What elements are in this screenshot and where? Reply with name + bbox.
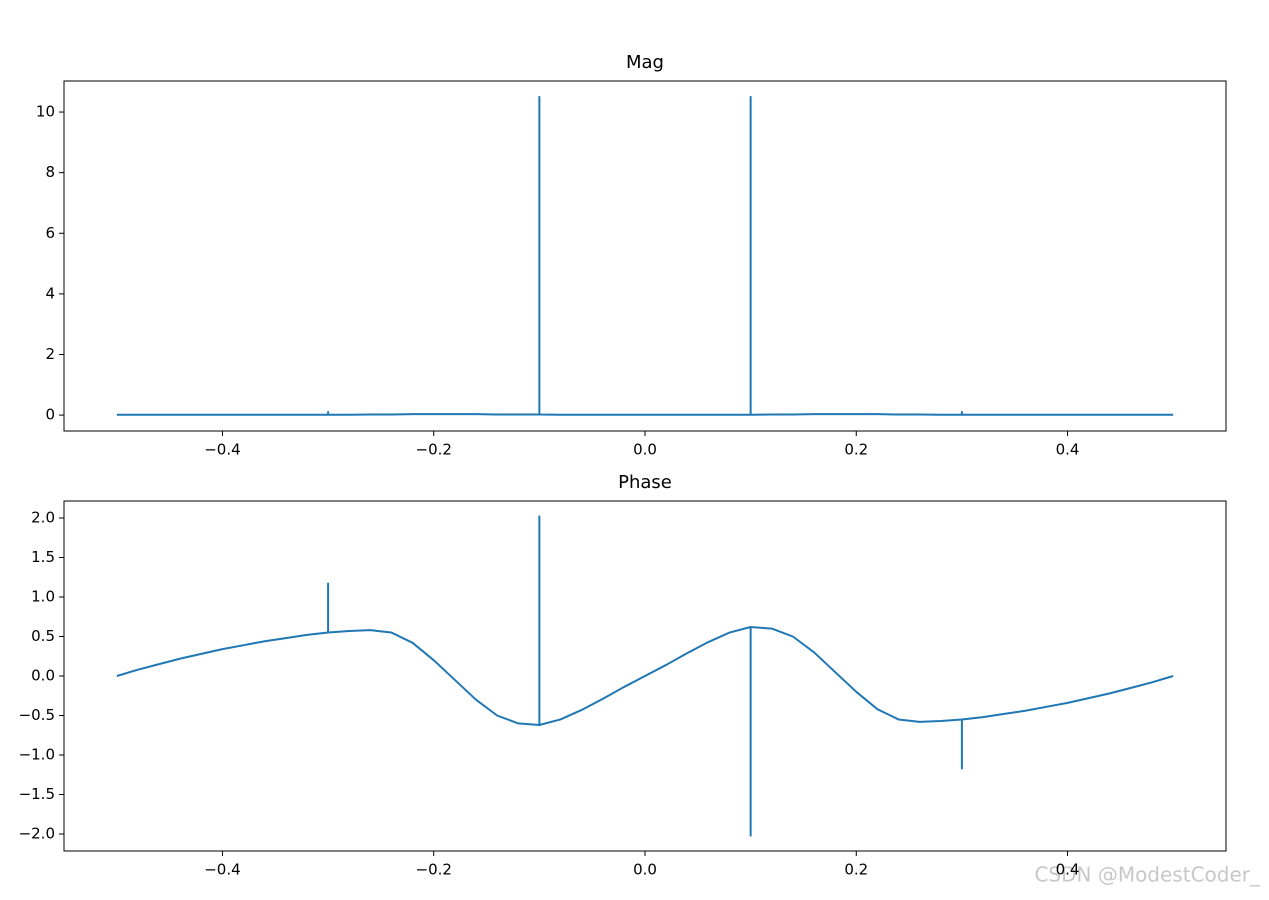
subplot-title: Phase (618, 472, 672, 493)
x-tick-label: 0.2 (844, 861, 868, 879)
y-tick-label: −2.0 (19, 825, 55, 843)
data-line (116, 95, 1174, 416)
y-tick-label: 8 (45, 163, 55, 181)
y-tick-label: 2 (45, 345, 55, 363)
subplot-title: Mag (626, 52, 664, 73)
x-tick-label: 0.4 (1056, 441, 1080, 459)
axes-frame (63, 80, 1227, 432)
y-tick-label: 10 (36, 103, 55, 121)
y-tick-label: 6 (45, 224, 55, 242)
x-tick-label: −0.2 (416, 861, 452, 879)
y-tick-label: 0 (45, 406, 55, 424)
x-tick-label: −0.2 (416, 441, 452, 459)
x-tick-label: 0.0 (633, 441, 657, 459)
data-line (116, 515, 1174, 837)
x-tick-label: 0.4 (1056, 861, 1080, 879)
x-tick-label: −0.4 (204, 441, 240, 459)
y-tick-label: −0.5 (19, 706, 55, 724)
y-tick-label: 1.5 (31, 548, 55, 566)
y-tick-label: 0.0 (31, 667, 55, 685)
y-tick-label: 2.0 (31, 508, 55, 526)
x-tick-label: −0.4 (204, 861, 240, 879)
watermark: CSDN @ModestCoder_ (1034, 863, 1261, 887)
y-tick-label: 0.5 (31, 627, 55, 645)
y-tick-label: −1.5 (19, 785, 55, 803)
y-tick-label: −1.0 (19, 746, 55, 764)
x-tick-label: 0.2 (844, 441, 868, 459)
x-tick-label: 0.0 (633, 861, 657, 879)
y-tick-label: 1.0 (31, 587, 55, 605)
y-tick-label: 4 (45, 284, 55, 302)
